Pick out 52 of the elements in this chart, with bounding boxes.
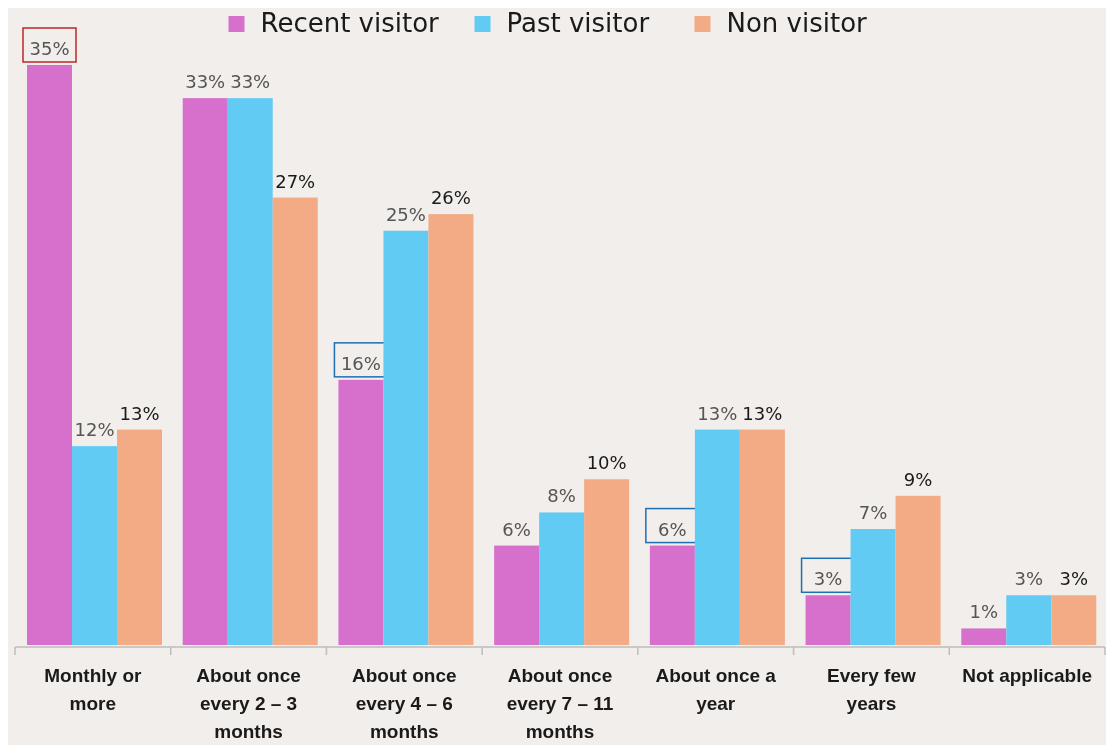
legend-label: Past visitor [506,8,650,38]
x-tick-label: Every few years [827,665,916,714]
bar [539,512,585,645]
data-label: 35% [29,38,70,59]
bar [72,446,117,645]
bar [805,595,851,645]
data-label: 9% [903,468,933,490]
data-label: 13% [119,402,160,424]
x-tick-label: About once every 4 – 6 months [352,665,457,742]
bar [584,479,630,645]
data-label: 27% [275,170,316,192]
data-label: 25% [385,203,426,225]
data-label: 3% [1014,568,1044,590]
bar [961,628,1007,645]
data-label: 13% [742,402,783,424]
bar [895,495,941,645]
data-label: 6% [658,518,687,540]
x-tick-label: About once every 7 – 11 months [506,665,614,742]
data-label: 3% [1059,568,1089,590]
bar [383,230,429,645]
bar [182,98,228,645]
data-label: 26% [430,187,471,209]
bar [850,529,896,645]
x-tick-label: Not applicable [962,665,1093,686]
bar [739,429,785,645]
data-label: 33% [230,71,271,93]
bar [494,545,540,645]
bar [694,429,740,645]
bar [1051,595,1097,645]
bar [1006,595,1052,645]
x-tick-label: Monthly or more [44,665,143,714]
legend-label: Non visitor [726,8,868,38]
bar [27,65,72,645]
bar [227,98,273,645]
bar [428,214,474,645]
data-label: 1% [969,601,999,623]
data-label: 16% [340,352,381,374]
data-label: 10% [586,452,627,474]
data-label: 6% [502,518,531,540]
bar [649,545,695,645]
legend-label: Recent visitor [260,8,440,38]
bar [338,379,384,645]
data-label: 33% [185,71,226,93]
data-label: 13% [697,402,738,424]
data-label: 3% [813,568,843,590]
x-tick-label: About once a year [655,665,777,714]
x-tick-label: About once every 2 – 3 months [196,665,301,742]
bar [117,429,162,645]
data-label: 8% [547,485,576,507]
bar [272,197,318,645]
data-label: 7% [858,502,888,523]
data-label: 12% [74,419,115,441]
